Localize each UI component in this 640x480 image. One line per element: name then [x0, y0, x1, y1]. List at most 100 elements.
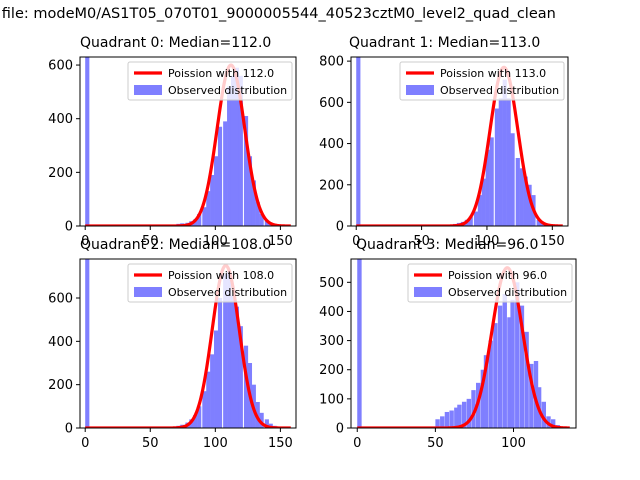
histogram-bar: [85, 259, 90, 428]
axes-frame: [79, 258, 297, 429]
legend-box: [407, 263, 573, 303]
histogram-bar: [523, 176, 528, 226]
legend-entry-hist: Observed distribution: [440, 84, 559, 97]
plot-area: [355, 57, 564, 226]
chart-panel-quadrant-0: 0 50 100 150 0 200 400 600 Poission with 112.0 Ob…: [48, 56, 297, 249]
x-tick-label: 50: [142, 234, 159, 249]
histogram-bar: [217, 126, 223, 226]
figure-suptitle: n file: modeM0/AS1T05_070T01_9000005544_…: [0, 6, 556, 22]
chart-panel-quadrant-3: 0 50 100 0 100 200 300 400 500 Poission with 96.0…: [319, 258, 577, 451]
plot-area: [84, 259, 292, 428]
histogram-bar: [85, 57, 90, 226]
x-tick-label: 100: [203, 234, 228, 249]
x-tick-label: 50: [427, 436, 444, 451]
histogram-bar: [230, 75, 236, 226]
legend: Poission with 96.0 Observed distribution: [407, 263, 573, 303]
histogram-bar: [454, 407, 459, 428]
histogram-bar: [223, 274, 228, 428]
histogram-bar: [238, 75, 243, 226]
y-tick-label: 0: [65, 220, 73, 235]
poisson-curve: [355, 65, 564, 226]
histogram-bar: [251, 180, 256, 226]
histogram-bar: [243, 116, 249, 226]
panel-title-quadrant-0: Quadrant 0: Median=112.0: [80, 35, 272, 51]
histogram-bar: [533, 360, 539, 428]
x-tick-label: 150: [268, 234, 293, 249]
x-tick-label: 0: [81, 436, 89, 451]
histogram-bar: [223, 121, 228, 226]
histogram-bar: [234, 67, 239, 226]
x-tick-label: 0: [353, 436, 361, 451]
panel-title-quadrant-3: Quadrant 3: Median=96.0: [356, 237, 539, 253]
histogram-bar: [485, 149, 490, 226]
histogram-bar: [468, 216, 473, 226]
histogram-bar: [227, 86, 232, 226]
histogram-bar: [510, 299, 515, 428]
histogram-bar: [510, 133, 515, 226]
legend-box: [127, 263, 293, 303]
y-tick-label: 400: [319, 137, 344, 152]
histogram-bar: [202, 207, 207, 226]
histogram-bar: [457, 404, 462, 428]
histogram-bar: [471, 390, 476, 428]
histogram-bar: [480, 369, 486, 428]
histogram-bar: [202, 391, 207, 428]
histogram-bar: [206, 191, 211, 226]
x-tick-label: 0: [81, 234, 89, 249]
histogram-bar: [217, 298, 223, 428]
plot-area: [84, 57, 292, 226]
histogram-bar: [264, 419, 269, 428]
x-tick-label: 50: [142, 436, 159, 451]
poisson-curve: [84, 63, 292, 226]
y-tick-label: 200: [319, 363, 344, 378]
histogram-bar: [444, 411, 450, 428]
histogram-bar: [230, 295, 236, 428]
legend-bar-swatch: [134, 287, 162, 297]
axes-frame: [350, 258, 577, 429]
axes-frame: [79, 56, 297, 227]
histogram-bar: [493, 323, 498, 428]
legend: Poission with 112.0 Observed distribution: [127, 61, 293, 101]
histogram-bar: [440, 416, 445, 428]
y-tick-label: 400: [48, 112, 73, 127]
histogram-bar: [193, 219, 198, 226]
histogram-bar: [234, 306, 239, 428]
poisson-curve: [84, 263, 292, 428]
legend-entry-curve: Poission with 113.0: [440, 67, 546, 80]
y-tick-label: 600: [319, 96, 344, 111]
y-tick-label: 500: [319, 276, 344, 291]
legend-entry-hist: Observed distribution: [168, 84, 287, 97]
histogram-bar: [502, 79, 507, 226]
plot-area: [356, 259, 571, 428]
histogram-bar: [497, 305, 503, 428]
histogram-bar: [227, 272, 232, 428]
panel-title-quadrant-2: Quadrant 2: Median=108.0: [80, 237, 272, 253]
x-tick-label: 100: [475, 234, 500, 249]
chart-panel-quadrant-1: 0 50 100 150 0 200 400 600 800 Poission with 113.…: [319, 55, 569, 249]
histogram-bar: [541, 401, 547, 428]
histogram-bar: [193, 415, 198, 428]
histogram-bar: [461, 401, 467, 428]
histogram-bar: [519, 168, 524, 226]
histogram-bar: [529, 363, 534, 428]
histogram-bar: [466, 398, 472, 428]
histogram-bar: [247, 156, 253, 226]
y-tick-label: 0: [336, 422, 344, 437]
x-tick-label: 150: [268, 436, 293, 451]
histogram-bar: [502, 293, 507, 428]
histogram-bar: [435, 419, 440, 428]
legend-box: [399, 61, 565, 101]
x-tick-label: 150: [540, 234, 565, 249]
histogram-bar: [524, 331, 529, 428]
x-tick-label: 100: [501, 436, 526, 451]
legend-entry-curve: Poission with 112.0: [168, 67, 274, 80]
legend-bar-swatch: [414, 287, 442, 297]
histogram-bar: [243, 345, 249, 428]
histogram-bar: [477, 195, 482, 226]
x-tick-label: 100: [203, 436, 228, 451]
y-tick-label: 200: [48, 166, 73, 181]
histogram-bar: [259, 213, 264, 226]
y-tick-label: 100: [319, 392, 344, 407]
histogram-bar: [255, 201, 260, 226]
